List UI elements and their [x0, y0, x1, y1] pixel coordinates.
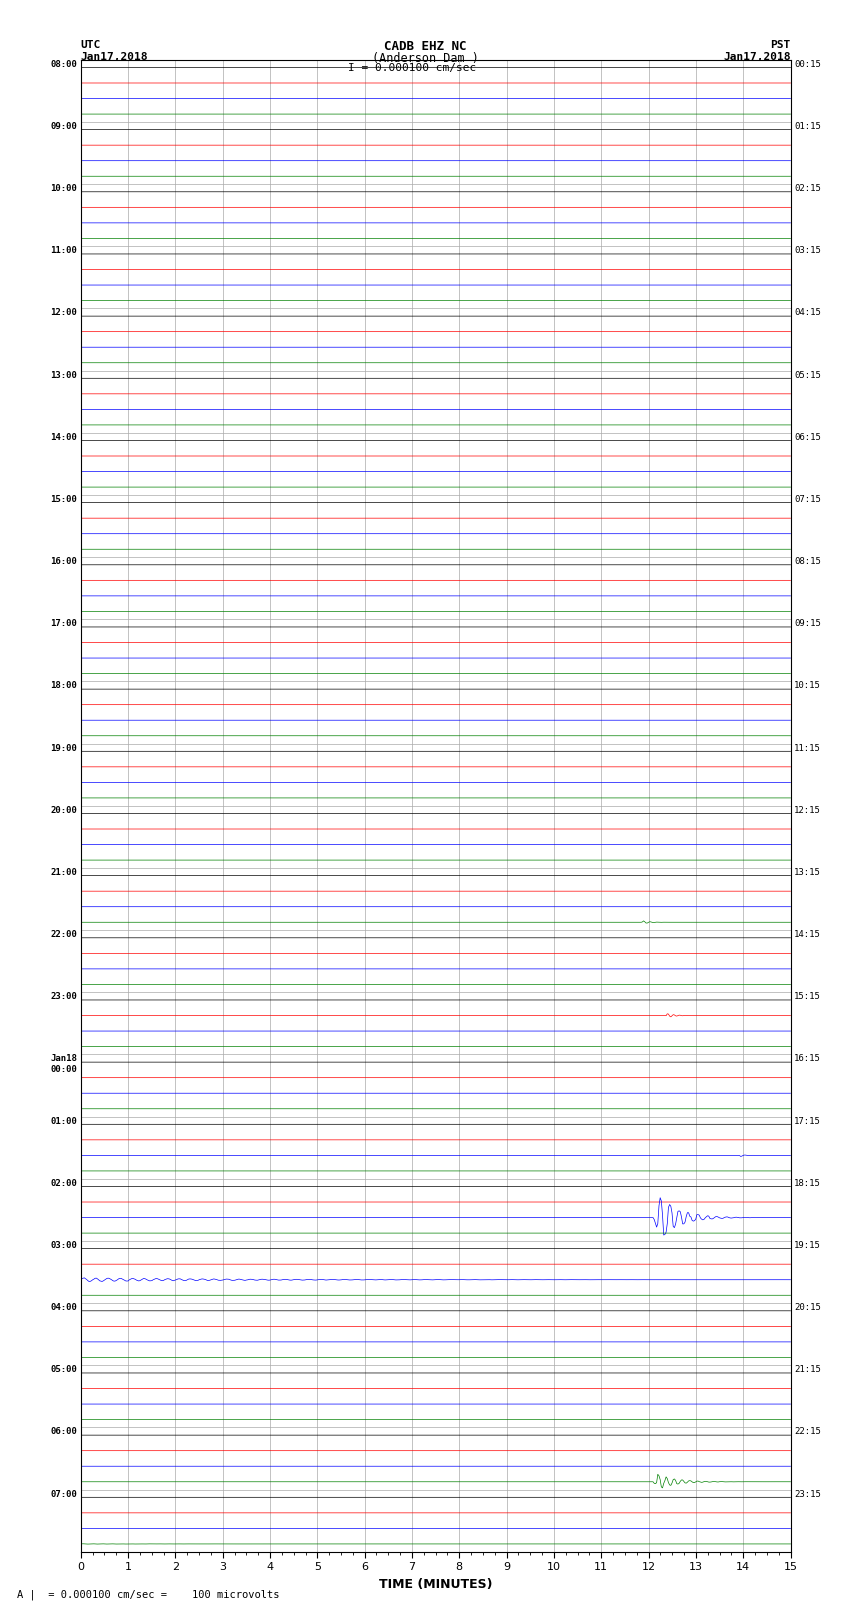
Text: 03:15: 03:15	[794, 247, 821, 255]
Text: 18:00: 18:00	[50, 681, 77, 690]
Text: 15:15: 15:15	[794, 992, 821, 1002]
Text: 14:15: 14:15	[794, 931, 821, 939]
Text: 00:15: 00:15	[794, 60, 821, 69]
Text: 18:15: 18:15	[794, 1179, 821, 1187]
Text: 11:00: 11:00	[50, 247, 77, 255]
Text: Jan17,2018: Jan17,2018	[81, 52, 148, 61]
X-axis label: TIME (MINUTES): TIME (MINUTES)	[379, 1578, 492, 1590]
Text: 04:00: 04:00	[50, 1303, 77, 1311]
Text: 10:15: 10:15	[794, 681, 821, 690]
Text: 05:15: 05:15	[794, 371, 821, 379]
Text: 12:15: 12:15	[794, 806, 821, 815]
Text: 19:00: 19:00	[50, 744, 77, 753]
Text: A |  = 0.000100 cm/sec =    100 microvolts: A | = 0.000100 cm/sec = 100 microvolts	[17, 1589, 280, 1600]
Text: 01:15: 01:15	[794, 123, 821, 131]
Text: 17:00: 17:00	[50, 619, 77, 627]
Text: PST: PST	[770, 40, 790, 50]
Text: 06:15: 06:15	[794, 432, 821, 442]
Text: 23:15: 23:15	[794, 1489, 821, 1498]
Text: 10:00: 10:00	[50, 184, 77, 194]
Text: 14:00: 14:00	[50, 432, 77, 442]
Text: 21:15: 21:15	[794, 1365, 821, 1374]
Text: CADB EHZ NC: CADB EHZ NC	[383, 40, 467, 53]
Text: 21:00: 21:00	[50, 868, 77, 877]
Text: Jan18
00:00: Jan18 00:00	[50, 1055, 77, 1074]
Text: 11:15: 11:15	[794, 744, 821, 753]
Text: 07:00: 07:00	[50, 1489, 77, 1498]
Text: 07:15: 07:15	[794, 495, 821, 503]
Text: 20:15: 20:15	[794, 1303, 821, 1311]
Text: 09:15: 09:15	[794, 619, 821, 627]
Text: I = 0.000100 cm/sec: I = 0.000100 cm/sec	[348, 63, 476, 73]
Text: 13:00: 13:00	[50, 371, 77, 379]
Text: (Anderson Dam ): (Anderson Dam )	[371, 52, 479, 65]
Text: 22:15: 22:15	[794, 1428, 821, 1436]
Text: 16:00: 16:00	[50, 556, 77, 566]
Text: 05:00: 05:00	[50, 1365, 77, 1374]
Text: 03:00: 03:00	[50, 1240, 77, 1250]
Text: 08:15: 08:15	[794, 556, 821, 566]
Text: 09:00: 09:00	[50, 123, 77, 131]
Text: 19:15: 19:15	[794, 1240, 821, 1250]
Text: UTC: UTC	[81, 40, 101, 50]
Text: 02:15: 02:15	[794, 184, 821, 194]
Text: 01:00: 01:00	[50, 1116, 77, 1126]
Text: 17:15: 17:15	[794, 1116, 821, 1126]
Text: 08:00: 08:00	[50, 60, 77, 69]
Text: 12:00: 12:00	[50, 308, 77, 318]
Text: 16:15: 16:15	[794, 1055, 821, 1063]
Text: 04:15: 04:15	[794, 308, 821, 318]
Text: 15:00: 15:00	[50, 495, 77, 503]
Text: Jan17,2018: Jan17,2018	[723, 52, 791, 61]
Text: 20:00: 20:00	[50, 806, 77, 815]
Text: 13:15: 13:15	[794, 868, 821, 877]
Text: 06:00: 06:00	[50, 1428, 77, 1436]
Text: 02:00: 02:00	[50, 1179, 77, 1187]
Text: 22:00: 22:00	[50, 931, 77, 939]
Text: 23:00: 23:00	[50, 992, 77, 1002]
